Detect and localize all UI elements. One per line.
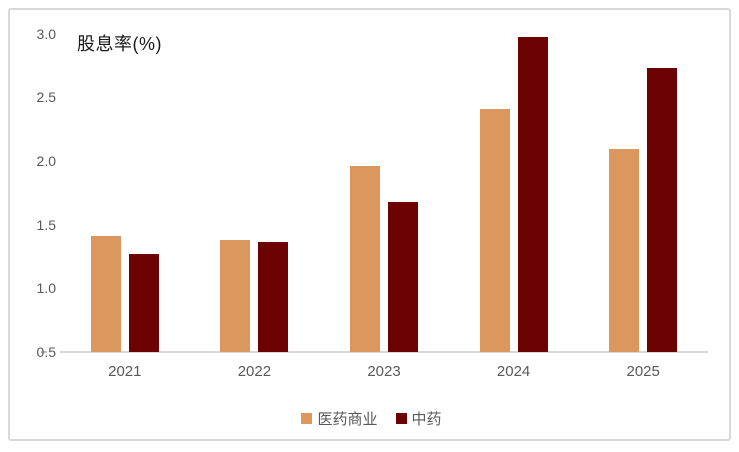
y-axis-tick-label: 1.0 bbox=[36, 280, 56, 297]
chart-card: 股息率(%) 医药商业 中药 0.5 1.0 1.5 2.0 2.5 3.0 2021 2022… bbox=[8, 8, 731, 441]
x-axis-line bbox=[60, 351, 708, 353]
x-axis-tick-label: 2021 bbox=[108, 363, 142, 380]
legend: 医药商业 中药 bbox=[10, 408, 733, 429]
bar-医药商业-2024 bbox=[479, 108, 510, 352]
y-axis-tick-label: 1.5 bbox=[36, 216, 56, 233]
y-axis-tick-mark bbox=[41, 351, 47, 353]
bar-医药商业-2022 bbox=[220, 239, 251, 352]
legend-label: 医药商业 bbox=[317, 411, 378, 428]
x-axis-tick-label: 2022 bbox=[237, 363, 272, 380]
bar-中药-2025 bbox=[647, 67, 678, 352]
bar-中药-2024 bbox=[517, 37, 548, 352]
legend-label: 中药 bbox=[411, 411, 442, 428]
y-axis-tick-label: 2.5 bbox=[36, 89, 56, 106]
y-axis-tick-label: 0.5 bbox=[36, 344, 56, 360]
legend-item-医药商业: 医药商业 bbox=[301, 408, 378, 429]
legend-swatch-icon bbox=[301, 413, 313, 424]
legend-swatch-icon bbox=[395, 413, 407, 424]
legend-item-中药: 中药 bbox=[395, 408, 442, 429]
y-axis-tick-label: 2.0 bbox=[36, 152, 56, 169]
bar-中药-2022 bbox=[258, 242, 289, 352]
bar-中药-2023 bbox=[388, 201, 418, 352]
bar-医药商业-2021 bbox=[90, 236, 121, 352]
bar-医药商业-2023 bbox=[350, 165, 380, 352]
x-axis-tick-label: 2025 bbox=[626, 363, 660, 380]
x-axis-tick-label: 2023 bbox=[367, 363, 401, 380]
bar-医药商业-2025 bbox=[609, 149, 640, 352]
bar-中药-2021 bbox=[128, 253, 159, 352]
x-axis-tick-label: 2024 bbox=[496, 363, 531, 380]
chart-title: 股息率(%) bbox=[77, 34, 162, 54]
y-axis-tick-label: 3.0 bbox=[36, 25, 56, 42]
